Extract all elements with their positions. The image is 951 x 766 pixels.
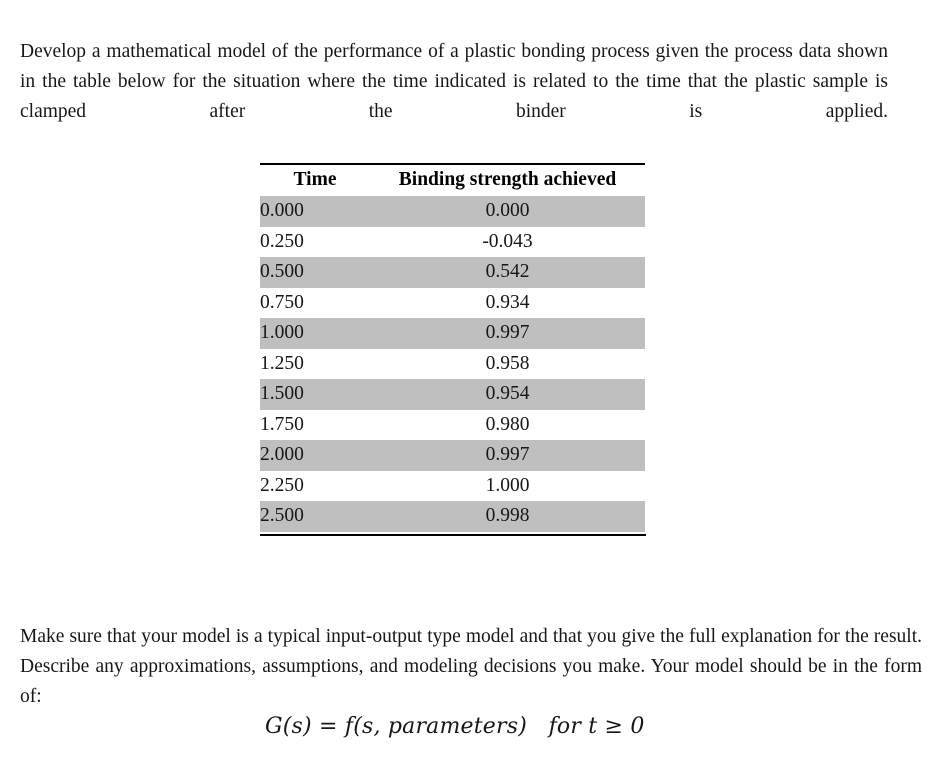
table-row: 2.250 1.000 (260, 470, 645, 501)
table-row: 0.750 0.934 (260, 287, 645, 318)
instructions-paragraph: Make sure that your model is a typical i… (20, 625, 922, 707)
table-row: 2.500 0.998 (260, 501, 645, 532)
cell-time: 1.250 (260, 348, 370, 379)
cell-binding-strength: 0.934 (370, 287, 645, 318)
table-row: 1.000 0.997 (260, 318, 645, 349)
cell-time: 2.250 (260, 470, 370, 501)
cell-time: 2.000 (260, 440, 370, 471)
table-row: 1.750 0.980 (260, 409, 645, 440)
model-formula: G(s) = f(s, parameters) for t ≥ 0 (265, 714, 645, 739)
cell-binding-strength: 0.958 (370, 348, 645, 379)
column-header-time: Time (260, 163, 370, 196)
cell-binding-strength: 0.980 (370, 409, 645, 440)
table-bottom-rule (260, 534, 646, 536)
process-data-table: Time Binding strength achieved 0.000 0.0… (260, 163, 645, 532)
cell-time: 1.000 (260, 318, 370, 349)
table-row: 2.000 0.997 (260, 440, 645, 471)
table-header-row: Time Binding strength achieved (260, 163, 645, 196)
cell-time: 1.750 (260, 409, 370, 440)
cell-time: 1.500 (260, 379, 370, 410)
cell-time: 0.750 (260, 287, 370, 318)
table-row: 0.250 -0.043 (260, 226, 645, 257)
cell-binding-strength: -0.043 (370, 226, 645, 257)
column-header-binding-strength: Binding strength achieved (370, 163, 645, 196)
table-body: 0.000 0.000 0.250 -0.043 0.500 0.542 0.7… (260, 196, 645, 532)
cell-binding-strength: 0.954 (370, 379, 645, 410)
cell-binding-strength: 0.542 (370, 257, 645, 288)
cell-time: 2.500 (260, 501, 370, 532)
cell-binding-strength: 1.000 (370, 470, 645, 501)
cell-binding-strength: 0.997 (370, 318, 645, 349)
cell-binding-strength: 0.998 (370, 501, 645, 532)
table-row: 1.250 0.958 (260, 348, 645, 379)
table-header: Time Binding strength achieved (260, 163, 645, 196)
cell-binding-strength: 0.997 (370, 440, 645, 471)
cell-binding-strength: 0.000 (370, 196, 645, 227)
table-row: 0.000 0.000 (260, 196, 645, 227)
table-row: 0.500 0.542 (260, 257, 645, 288)
table-row: 1.500 0.954 (260, 379, 645, 410)
cell-time: 0.250 (260, 226, 370, 257)
cell-time: 0.000 (260, 196, 370, 227)
intro-paragraph: Develop a mathematical model of the perf… (20, 40, 888, 122)
cell-time: 0.500 (260, 257, 370, 288)
process-data-table-container: Time Binding strength achieved 0.000 0.0… (260, 163, 645, 532)
